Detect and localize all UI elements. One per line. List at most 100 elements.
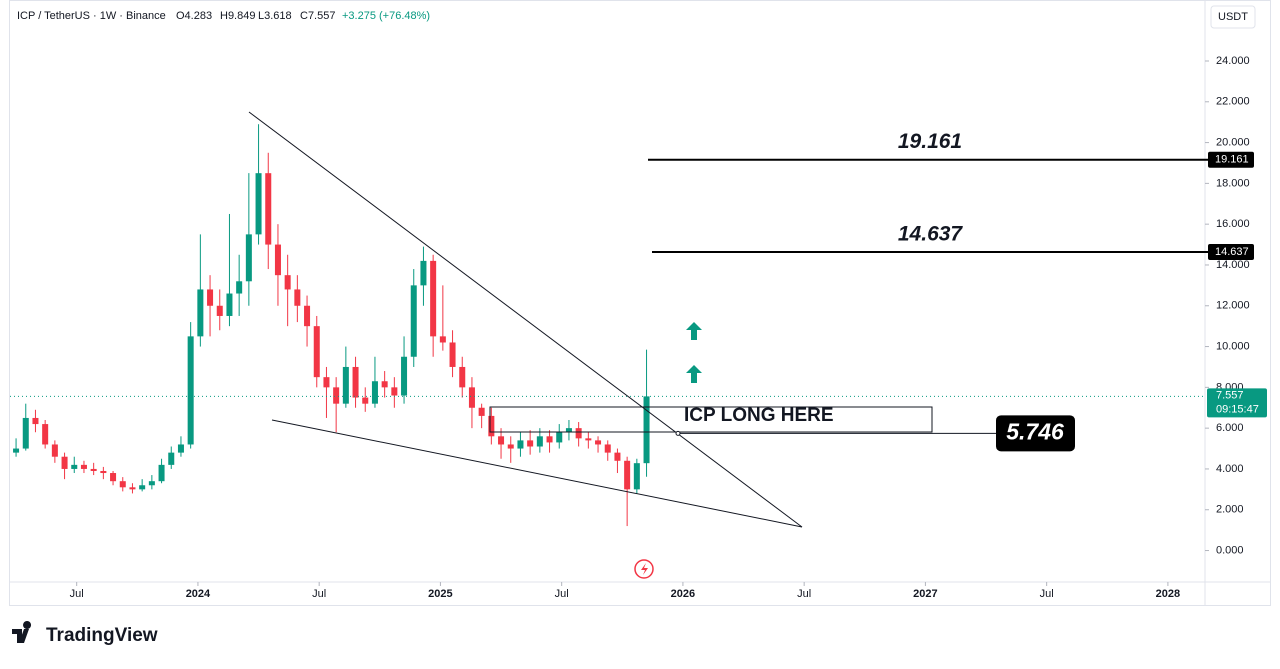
x-tick-label: Jul (555, 588, 569, 600)
target-tag (1208, 151, 1254, 168)
candle-body (565, 428, 572, 433)
candle-body (546, 436, 553, 443)
candle-body (255, 173, 262, 235)
y-tick-label: 0.000 (1216, 544, 1244, 556)
symbol-title: ICP / TetherUS · 1W · Binance (17, 10, 166, 22)
y-tick-label: 4.000 (1216, 463, 1244, 475)
candle-body (90, 468, 97, 471)
candle-body (236, 281, 243, 294)
candle-body (439, 336, 446, 343)
candle-body (352, 366, 359, 398)
candle-body (119, 481, 126, 488)
candle-body (488, 415, 495, 437)
y-tick-label: 18.000 (1216, 177, 1250, 189)
candle-body (604, 444, 611, 453)
candle-body (643, 396, 650, 464)
y-tick-label: 24.000 (1216, 55, 1250, 67)
entry-tag (996, 415, 1075, 452)
candle-body (575, 428, 582, 439)
event-icon-bolt (641, 563, 648, 575)
ohlc-low: L3.618 (258, 10, 292, 22)
entry-zone (489, 406, 933, 433)
candle-body (381, 381, 388, 388)
y-tick-label: 2.000 (1216, 504, 1244, 516)
x-tick-label: Jul (70, 588, 84, 600)
candle-body (556, 432, 563, 443)
candle-body (274, 244, 281, 276)
y-tick-label: 10.000 (1216, 340, 1250, 352)
target-label: 14.637 (898, 223, 964, 246)
ohlc-high: H9.849 (220, 10, 255, 22)
ohlc-open: O4.283 (176, 10, 212, 22)
y-tick-label: 6.000 (1216, 422, 1244, 434)
candle-body (449, 342, 456, 367)
candle-body (71, 464, 78, 469)
up-arrow (686, 365, 702, 383)
candle-body (478, 407, 485, 416)
candle-body (168, 452, 175, 465)
candle-body (51, 444, 58, 457)
currency-label[interactable]: USDT (1218, 11, 1248, 23)
candle-body (333, 387, 340, 404)
candle-body (226, 293, 233, 316)
x-tick-label: Jul (312, 588, 326, 600)
candle-body (216, 305, 223, 316)
candle-body (187, 336, 194, 445)
candle-body (284, 275, 291, 290)
up-arrow (686, 322, 702, 340)
candle-body (517, 440, 524, 449)
y-tick-label: 14.000 (1216, 259, 1250, 271)
event-icon[interactable] (634, 559, 654, 579)
candle-body (430, 260, 437, 337)
ohlc-change: +3.275 (+76.48%) (342, 10, 430, 22)
countdown-label: 09:15:47 (1216, 403, 1259, 415)
candle-body (110, 473, 117, 482)
candle-body (420, 260, 427, 286)
candle-body (410, 285, 417, 357)
candle-body (100, 470, 107, 474)
candle-body (595, 440, 602, 445)
x-tick-label: 2028 (1156, 588, 1180, 600)
ohlc-close: C7.557 (300, 10, 335, 22)
candle-body (207, 289, 214, 306)
candle-body (401, 356, 408, 396)
x-tick-label: 2026 (671, 588, 695, 600)
candle-body (323, 377, 330, 388)
candle-body (177, 444, 184, 453)
candle-body (13, 448, 20, 453)
x-tick-label: Jul (797, 588, 811, 600)
candle-body (371, 381, 378, 404)
candle-body (42, 424, 49, 445)
x-tick-label: 2025 (428, 588, 452, 600)
currency-button[interactable] (1210, 5, 1256, 29)
candle-body (468, 387, 475, 408)
candle-body (313, 326, 320, 378)
y-tick-label: 12.000 (1216, 300, 1250, 312)
target-tag-label: 19.161 (1215, 154, 1249, 166)
candle-body (245, 234, 252, 282)
candle-body (32, 417, 39, 425)
candle-body (158, 464, 165, 482)
entry-tag-label: 5.746 (1006, 418, 1064, 444)
candle-body (624, 460, 631, 490)
candle-body (633, 463, 640, 490)
brand-name: TradingView (46, 625, 158, 646)
entry-anchor (675, 430, 681, 436)
x-tick-label: 2027 (913, 588, 937, 600)
candle-body (342, 366, 349, 404)
upper-trendline (248, 111, 803, 528)
entry-zone-label: ICP LONG HERE (684, 405, 834, 426)
candle-body (536, 436, 543, 447)
y-tick-label: 20.000 (1216, 136, 1250, 148)
x-tick-label: Jul (1040, 588, 1054, 600)
target-tag-label: 14.637 (1215, 246, 1249, 258)
candle-body (61, 456, 68, 469)
target-label: 19.161 (898, 130, 962, 153)
candle-body (304, 305, 311, 327)
candle-body (80, 464, 87, 469)
candle-body (22, 417, 29, 449)
candle-body (585, 438, 592, 441)
candle-body (139, 485, 146, 490)
candle-body (197, 289, 204, 337)
